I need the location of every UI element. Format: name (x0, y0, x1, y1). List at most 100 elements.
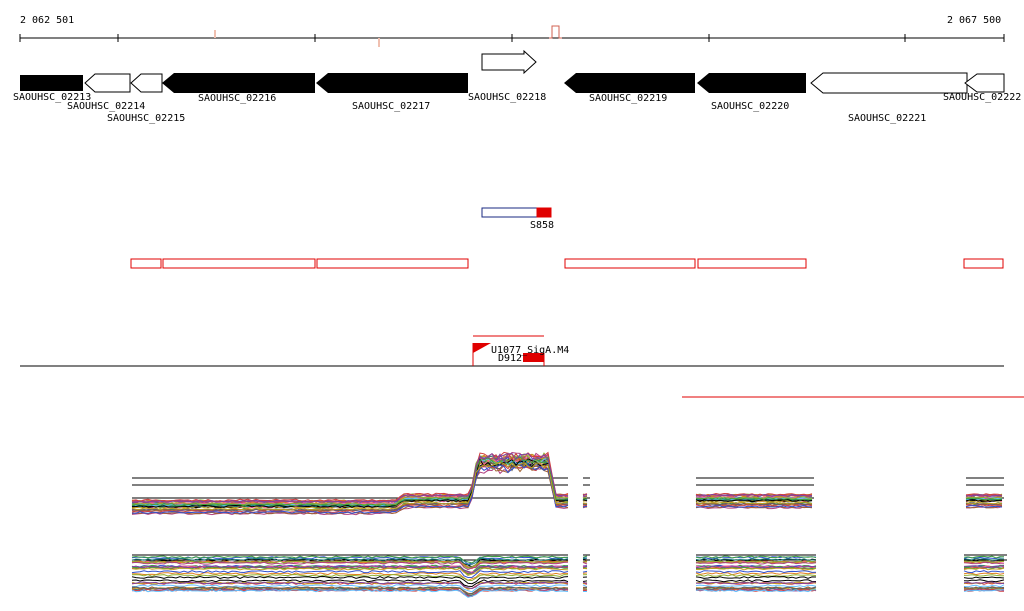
expression-trace (582, 555, 588, 558)
expression-trace (695, 557, 817, 561)
feature-label: U1077_SigA.M4 (491, 345, 569, 356)
expression-trace (131, 584, 569, 593)
expression-trace (131, 589, 569, 598)
expression-trace (582, 566, 588, 569)
expression-trace (963, 584, 1005, 588)
annotation-box[interactable] (130, 258, 162, 269)
expression-trace (963, 555, 1005, 559)
expression-trace (963, 586, 1005, 589)
gene-arrow-SAOUHSC_02218[interactable] (481, 49, 537, 75)
expression-trace (963, 557, 1005, 561)
expression-trace (582, 580, 588, 582)
expression-trace (582, 565, 588, 568)
expression-trace (963, 574, 1004, 577)
expression-trace (696, 504, 813, 508)
gene-arrow-SAOUHSC_02221[interactable] (810, 72, 968, 94)
gene-label: SAOUHSC_02214 (67, 101, 145, 112)
expression-trace (963, 581, 1005, 585)
gene-arrow-SAOUHSC_02217[interactable] (316, 73, 468, 93)
feature-label: S858 (530, 220, 554, 231)
expression-trace (963, 565, 1005, 568)
expression-trace (582, 581, 588, 584)
expression-trace (131, 565, 569, 574)
feature-label: D912 (498, 353, 522, 364)
expression-trace (695, 565, 817, 569)
gene-arrow-SAOUHSC_02214[interactable] (84, 73, 131, 93)
expression-trace (582, 493, 588, 496)
annotation-box[interactable] (564, 258, 696, 269)
expression-trace (695, 567, 817, 571)
expression-trace (965, 501, 1003, 505)
expression-trace (582, 496, 588, 499)
expression-panel-lower (131, 554, 1007, 598)
expression-trace (963, 589, 1005, 592)
expression-trace (131, 567, 569, 576)
expression-trace (131, 461, 569, 511)
gene-label: SAOUHSC_02217 (352, 101, 430, 112)
expression-trace (131, 581, 569, 590)
expression-trace (131, 458, 569, 508)
expression-trace (695, 575, 817, 579)
expression-trace (582, 499, 588, 502)
gene-arrow-SAOUHSC_02216[interactable] (162, 73, 315, 93)
expression-trace (695, 493, 813, 497)
expression-trace (965, 497, 1003, 501)
expression-trace (582, 558, 588, 561)
expression-trace (965, 496, 1003, 500)
gene-arrow-SAOUHSC_02219[interactable] (564, 73, 695, 93)
expression-trace (695, 586, 817, 590)
gene-label: SAOUHSC_02216 (198, 93, 276, 104)
coordinate-start-label: 2 062 501 (20, 15, 74, 26)
expression-trace (695, 570, 817, 574)
expression-trace (695, 498, 813, 502)
expression-trace (582, 561, 588, 565)
coordinate-ruler (19, 25, 1005, 47)
expression-trace (965, 499, 1003, 503)
expression-trace (695, 579, 816, 583)
expression-trace (695, 584, 817, 588)
expression-trace (695, 497, 813, 501)
gene-label: SAOUHSC_02220 (711, 101, 789, 112)
annotation-box[interactable] (316, 258, 469, 269)
gene-label: SAOUHSC_02215 (107, 113, 185, 124)
expression-trace (131, 557, 569, 566)
gene-label: SAOUHSC_02221 (848, 113, 926, 124)
annotation-track (130, 258, 1004, 269)
gene-label: SAOUHSC_02219 (589, 93, 667, 104)
expression-trace (695, 555, 817, 559)
gene-arrow-SAOUHSC_02213[interactable] (20, 75, 83, 91)
feature-D912[interactable] (523, 353, 544, 362)
annotation-box[interactable] (697, 258, 807, 269)
gene-arrow-SAOUHSC_02222[interactable] (964, 73, 1005, 93)
expression-trace (131, 575, 569, 585)
expression-trace (131, 555, 569, 564)
expression-trace (695, 505, 813, 509)
expression-trace (965, 504, 1003, 508)
expression-trace (963, 570, 1005, 574)
gene-arrow-SAOUHSC_02215[interactable] (130, 73, 163, 93)
expression-trace (582, 498, 588, 500)
expression-trace (131, 570, 569, 579)
expression-trace (695, 501, 813, 505)
expression-trace (695, 589, 817, 593)
gene-label: SAOUHSC_02213 (13, 92, 91, 103)
annotation-box[interactable] (162, 258, 316, 269)
feature-S858[interactable]: S858 (481, 207, 554, 231)
expression-trace (963, 572, 1005, 576)
expression-trace (582, 572, 588, 574)
gene-arrow-SAOUHSC_02220[interactable] (697, 73, 806, 93)
expression-trace (963, 561, 1005, 565)
gene-track (20, 49, 1005, 94)
expression-trace (695, 561, 817, 565)
expression-trace (131, 573, 569, 582)
promoter-marker[interactable] (473, 343, 491, 353)
expression-trace (131, 579, 569, 588)
annotation-box[interactable] (963, 258, 1004, 269)
expression-trace (131, 566, 569, 575)
ruler-marker (378, 38, 380, 47)
expression-trace (695, 574, 817, 577)
expression-trace (131, 463, 569, 514)
expression-trace (131, 560, 569, 569)
expression-trace (131, 587, 569, 596)
